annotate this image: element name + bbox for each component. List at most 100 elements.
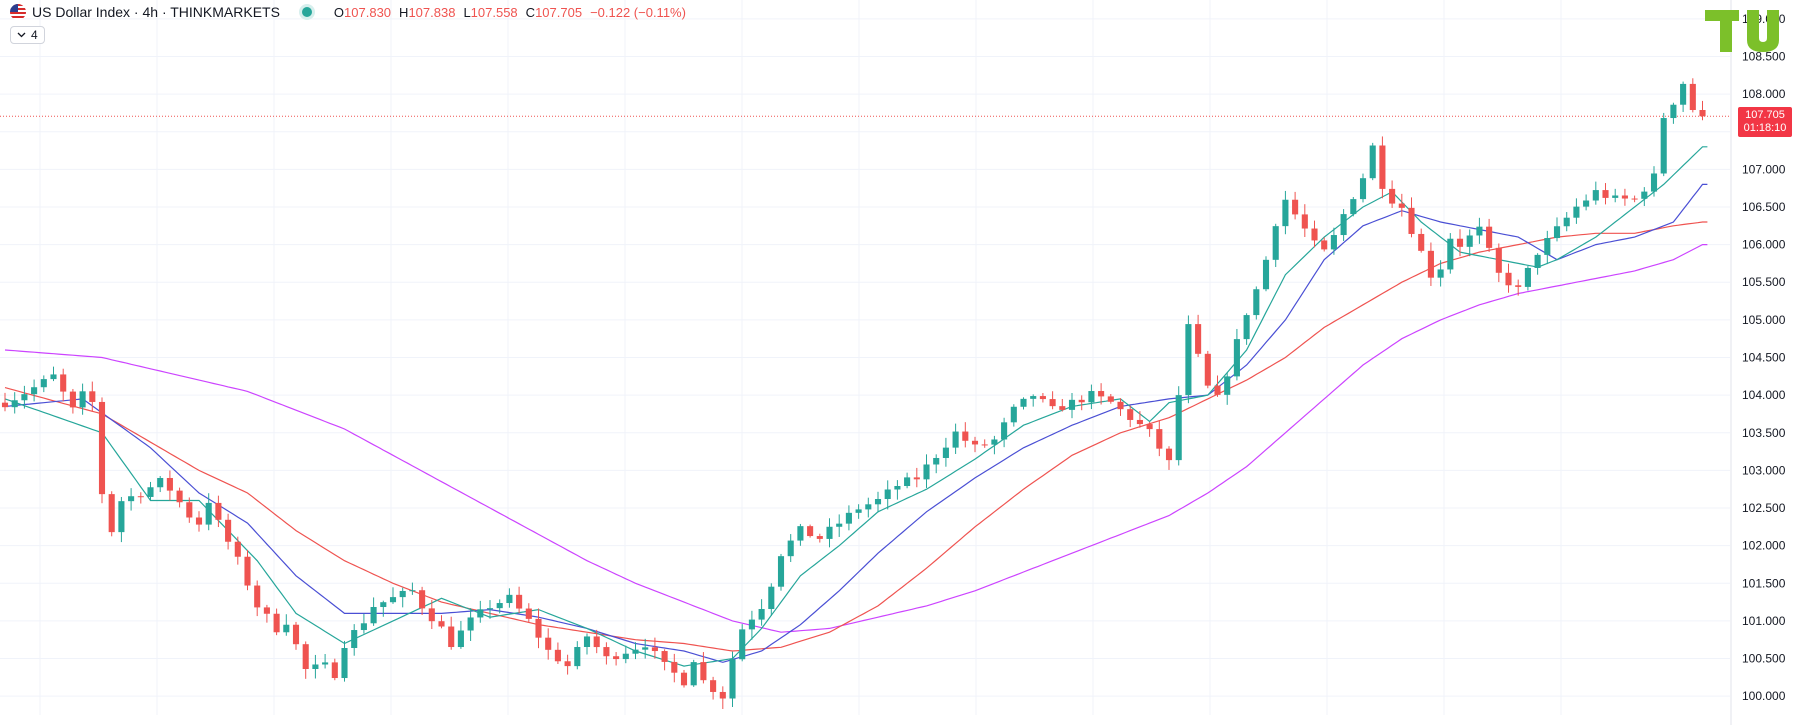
grid-layer [0,0,1730,715]
candle-body [642,647,649,650]
candle-body [1418,233,1425,251]
candle-body [1670,104,1677,119]
candle-body [1583,200,1590,207]
candle-body [1030,396,1037,399]
candle-body [942,447,949,458]
candle-body [1049,399,1056,407]
candle-body [1282,199,1289,227]
candle-body [1059,406,1066,410]
candle-body [603,647,610,657]
candle-body [50,374,57,380]
candle-body [128,496,135,502]
price-axis: 100.000 100.500 101.000 101.500 102.000 102.5… [1730,0,1786,725]
candle-body [1563,217,1570,227]
candle-body [923,464,930,480]
candle-body [1631,198,1638,200]
candle-body [254,585,261,608]
candle-body [836,523,843,527]
candle-body [186,502,193,518]
candle-body [593,636,600,648]
candle-body [671,661,678,673]
candle-body [40,379,47,388]
candle-body [1486,226,1493,248]
candle-body [1224,376,1231,395]
ohlc-close: C107.705 [525,4,583,20]
candle-body [1262,259,1270,290]
candle-body [739,629,746,660]
candle-body [1515,285,1522,287]
candle-body [1534,254,1541,268]
candle-body [79,391,86,408]
candle-body [244,556,251,586]
candle-body [991,439,998,445]
candle-body [1107,396,1114,402]
candle-body [341,648,348,679]
y-tick-label: 102.500 [1742,501,1786,515]
candle-body [351,630,358,649]
candle-body [322,662,329,665]
candle-body [506,594,513,604]
candle-body [1689,83,1696,111]
candle-body [583,636,591,648]
candle-body [234,541,241,557]
ohlc-open: O107.830 [333,4,392,20]
candle-body [777,556,785,587]
y-tick-label: 101.000 [1742,614,1786,628]
candle-body [1146,424,1153,430]
candle-body [700,662,707,681]
market-status-icon[interactable] [301,7,312,17]
candle-body [1612,195,1619,198]
candle-body [1369,145,1376,179]
candle-body [904,477,911,487]
candle-body [1078,399,1085,403]
candle-body [622,653,629,660]
candle-body [1311,228,1318,241]
candle-body [1379,145,1386,189]
candle-body [1495,247,1502,273]
y-tick-label: 100.500 [1742,652,1786,666]
candle-body [448,626,455,648]
ma-fast-line [4,146,1708,667]
candle-body [1573,206,1580,218]
bar-countdown: 01:18:10 [1743,122,1787,135]
candle-body [554,649,561,662]
symbol-legend: US Dollar Index · 4h · THINKMARKETS O107… [10,4,686,20]
studies-toggle-button[interactable]: 4 [10,26,45,44]
candle-body [981,444,988,446]
candle-body [1389,188,1396,204]
candle-body [166,477,173,491]
moving-averages-layer [0,115,1730,667]
candle-body [1165,448,1173,461]
candle-body [758,609,765,620]
candle-body [1098,391,1105,397]
candle-body [1020,398,1027,407]
candle-body [1592,190,1599,201]
candle-body [118,501,125,533]
symbol-title[interactable]: US Dollar Index · 4h · THINKMARKETS [32,4,280,20]
candle-body [477,609,484,618]
candle-body [894,486,901,490]
candle-body [1476,226,1483,236]
candle-body [1136,419,1143,425]
candle-body [1243,315,1250,340]
candle-body [157,477,164,488]
candle-body [205,502,212,525]
candle-body [496,603,503,609]
candle-body [1621,195,1628,199]
candle-body [651,647,658,652]
y-tick-label: 106.500 [1742,200,1786,214]
candle-body [1088,391,1095,403]
y-tick-label: 104.500 [1742,351,1786,365]
candle-body [399,590,406,598]
candle-body [952,431,959,448]
candle-body [574,647,581,667]
candle-body [98,401,106,495]
candle-body [1553,226,1561,239]
candle-body [1127,409,1134,420]
ohlc-values: O107.830 H107.838 L107.558 C107.705 −0.1… [334,5,686,20]
candle-body [389,597,397,603]
studies-count: 4 [31,28,38,42]
candle-body [719,691,726,699]
candle-body [971,440,979,445]
